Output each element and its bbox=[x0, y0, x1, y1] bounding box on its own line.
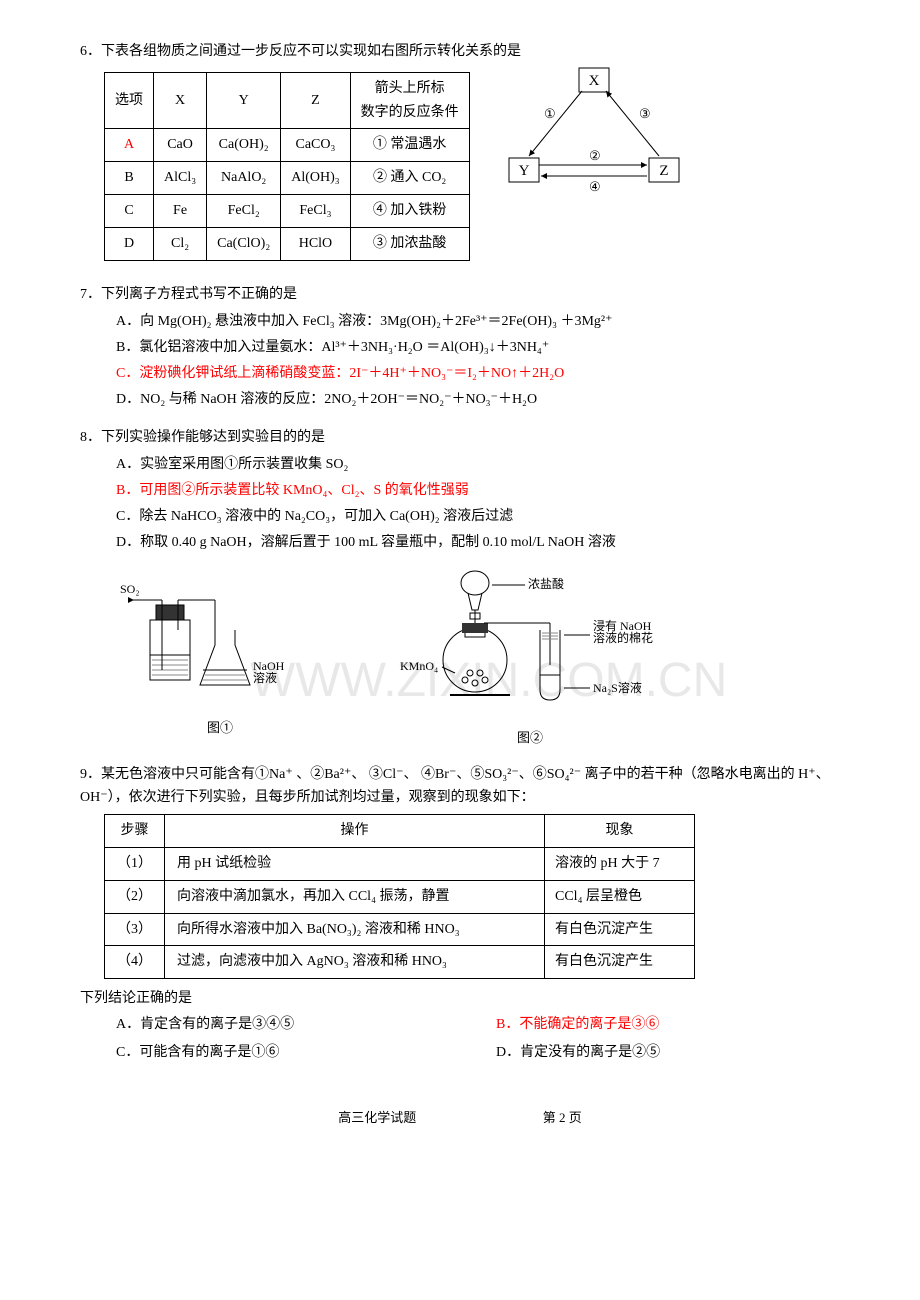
q9-conclusion: 下列结论正确的是 bbox=[80, 987, 840, 1011]
q9-h0: 步骤 bbox=[105, 815, 165, 848]
q9-step: （1） bbox=[105, 848, 165, 881]
label-cotton2: 溶液的棉花 bbox=[593, 630, 653, 645]
q9-op: 向所得水溶液中加入 Ba(NO₃)₂ 溶液和稀 HNO₃ bbox=[165, 913, 545, 946]
q6-stem: 6．下表各组物质之间通过一步反应不可以实现如右图所示转化关系的是 bbox=[80, 40, 840, 64]
q9-h1: 操作 bbox=[165, 815, 545, 848]
q7-opt-A: A．向 Mg(OH)₂ 悬浊液中加入 FeCl₃ 溶液：3Mg(OH)₂＋2Fe… bbox=[80, 310, 840, 334]
q9-res: CCl₄ 层呈橙色 bbox=[545, 880, 695, 913]
q6-y: NaAlO₂ bbox=[207, 162, 281, 195]
table-row: （1） 用 pH 试纸检验 溶液的 pH 大于 7 bbox=[105, 848, 695, 881]
q6-cond: ④ 加入铁粉 bbox=[350, 194, 469, 227]
q6-z: FeCl₃ bbox=[281, 194, 350, 227]
q6-x: Fe bbox=[154, 194, 207, 227]
q6-opt-C: C bbox=[105, 194, 154, 227]
q9-res: 有白色沉淀产生 bbox=[545, 946, 695, 979]
footer-left: 高三化学试题 bbox=[338, 1107, 416, 1129]
q6-x: AlCl₃ bbox=[154, 162, 207, 195]
question-6: 6．下表各组物质之间通过一步反应不可以实现如右图所示转化关系的是 选项 X Y … bbox=[80, 40, 840, 269]
table-row: （4） 过滤，向滤液中加入 AgNO₃ 溶液和稀 HNO₃ 有白色沉淀产生 bbox=[105, 946, 695, 979]
node-y: Y bbox=[518, 163, 529, 179]
q6-z: CaCO₃ bbox=[281, 129, 350, 162]
q9-table: 步骤 操作 现象 （1） 用 pH 试纸检验 溶液的 pH 大于 7 （2） 向… bbox=[104, 814, 695, 979]
q9-h2: 现象 bbox=[545, 815, 695, 848]
q6-opt-B: B bbox=[105, 162, 154, 195]
q6-cond: ③ 加浓盐酸 bbox=[350, 227, 469, 260]
q8-opt-A: A．实验室采用图①所示装置收集 SO₂ bbox=[80, 453, 840, 477]
table-row: D Cl₂ Ca(ClO)₂ HClO ③ 加浓盐酸 bbox=[105, 227, 470, 260]
q9-step: （3） bbox=[105, 913, 165, 946]
edge-1: ① bbox=[544, 106, 556, 121]
q9-step: （2） bbox=[105, 880, 165, 913]
q9-options: A．肯定含有的离子是③④⑤ B．不能确定的离子是③⑥ C．可能含有的离子是①⑥ … bbox=[80, 1011, 840, 1067]
page-footer: 高三化学试题 第 2 页 bbox=[80, 1107, 840, 1129]
q7-opt-D: D．NO₂ 与稀 NaOH 溶液的反应：2NO₂＋2OH⁻＝NO₂⁻＋NO₃⁻＋… bbox=[80, 388, 840, 412]
label-so2: SO₂ bbox=[120, 582, 140, 596]
fig1-caption: 图① bbox=[120, 717, 320, 739]
edge-4: ④ bbox=[589, 179, 601, 194]
q6-body: 选项 X Y Z 箭头上所标 数字的反应条件 A CaO Ca(OH)₂ CaC… bbox=[80, 68, 840, 269]
q8-opt-C: C．除去 NaHCO₃ 溶液中的 Na₂CO₃，可加入 Ca(OH)₂ 溶液后过… bbox=[80, 505, 840, 529]
figure-2: 浓盐酸 KMnO₄ 浸有 NaOH 溶液的棉花 bbox=[380, 565, 680, 749]
q6-h1: X bbox=[154, 72, 207, 129]
q8-opt-B: B．可用图②所示装置比较 KMnO₄、Cl₂、S 的氧化性强弱 bbox=[80, 479, 840, 503]
q7-stem: 7．下列离子方程式书写不正确的是 bbox=[80, 283, 840, 307]
q6-y: Ca(OH)₂ bbox=[207, 129, 281, 162]
q9-opt-D: D．肯定没有的离子是②⑤ bbox=[460, 1041, 840, 1065]
q6-h4: 箭头上所标 数字的反应条件 bbox=[350, 72, 469, 129]
q7-opt-C: C．淀粉碘化钾试纸上滴稀硝酸变蓝：2I⁻＋4H⁺＋NO₃⁻＝I₂＋NO↑＋2H₂… bbox=[80, 362, 840, 386]
q9-op: 过滤，向滤液中加入 AgNO₃ 溶液和稀 HNO₃ bbox=[165, 946, 545, 979]
q6-opt-A: A bbox=[105, 129, 154, 162]
q9-opt-B: B．不能确定的离子是③⑥ bbox=[460, 1013, 840, 1037]
label-kmno4: KMnO₄ bbox=[400, 659, 438, 673]
q6-x: Cl₂ bbox=[154, 227, 207, 260]
question-7: 7．下列离子方程式书写不正确的是 A．向 Mg(OH)₂ 悬浊液中加入 FeCl… bbox=[80, 283, 840, 412]
label-nas: Na₂S溶液 bbox=[593, 680, 642, 695]
q6-diagram: X Y Z ① ② ③ ④ bbox=[494, 58, 694, 208]
label-hcl: 浓盐酸 bbox=[528, 576, 564, 591]
q6-y: FeCl₂ bbox=[207, 194, 281, 227]
q6-cond: ① 常温遇水 bbox=[350, 129, 469, 162]
q7-opt-B: B．氯化铝溶液中加入过量氨水：Al³⁺＋3NH₃·H₂O ＝Al(OH)₃↓＋3… bbox=[80, 336, 840, 360]
q6-opt-D: D bbox=[105, 227, 154, 260]
q8-stem: 8．下列实验操作能够达到实验目的的是 bbox=[80, 426, 840, 450]
q9-opt-A: A．肯定含有的离子是③④⑤ bbox=[80, 1013, 460, 1037]
question-8: 8．下列实验操作能够达到实验目的的是 A．实验室采用图①所示装置收集 SO₂ B… bbox=[80, 426, 840, 749]
table-row: C Fe FeCl₂ FeCl₃ ④ 加入铁粉 bbox=[105, 194, 470, 227]
q9-stem: 9．某无色溶液中只可能含有①Na⁺ 、②Ba²⁺、 ③Cl⁻、 ④Br⁻、⑤SO… bbox=[80, 763, 840, 811]
fig2-caption: 图② bbox=[380, 727, 680, 749]
table-row: （3） 向所得水溶液中加入 Ba(NO₃)₂ 溶液和稀 HNO₃ 有白色沉淀产生 bbox=[105, 913, 695, 946]
q6-h0: 选项 bbox=[105, 72, 154, 129]
q6-y: Ca(ClO)₂ bbox=[207, 227, 281, 260]
q6-z: Al(OH)₃ bbox=[281, 162, 350, 195]
q9-opt-C: C．可能含有的离子是①⑥ bbox=[80, 1041, 460, 1065]
table-row: （2） 向溶液中滴加氯水，再加入 CCl₄ 振荡，静置 CCl₄ 层呈橙色 bbox=[105, 880, 695, 913]
q6-table: 选项 X Y Z 箭头上所标 数字的反应条件 A CaO Ca(OH)₂ CaC… bbox=[104, 72, 470, 261]
label-naoh2: 溶液 bbox=[253, 670, 277, 685]
table-row: A CaO Ca(OH)₂ CaCO₃ ① 常温遇水 bbox=[105, 129, 470, 162]
q9-res: 有白色沉淀产生 bbox=[545, 913, 695, 946]
edge-2: ② bbox=[589, 148, 601, 163]
q9-header-row: 步骤 操作 现象 bbox=[105, 815, 695, 848]
q8-opt-D: D．称取 0.40 g NaOH，溶解后置于 100 mL 容量瓶中，配制 0.… bbox=[80, 531, 840, 555]
table-row: B AlCl₃ NaAlO₂ Al(OH)₃ ② 通入 CO₂ bbox=[105, 162, 470, 195]
q6-cond: ② 通入 CO₂ bbox=[350, 162, 469, 195]
q6-header-row: 选项 X Y Z 箭头上所标 数字的反应条件 bbox=[105, 72, 470, 129]
q9-res: 溶液的 pH 大于 7 bbox=[545, 848, 695, 881]
q9-op: 向溶液中滴加氯水，再加入 CCl₄ 振荡，静置 bbox=[165, 880, 545, 913]
q9-step: （4） bbox=[105, 946, 165, 979]
q9-op: 用 pH 试纸检验 bbox=[165, 848, 545, 881]
q6-h3: Z bbox=[281, 72, 350, 129]
q6-x: CaO bbox=[154, 129, 207, 162]
node-z: Z bbox=[659, 163, 668, 179]
q6-z: HClO bbox=[281, 227, 350, 260]
footer-right: 第 2 页 bbox=[543, 1107, 582, 1129]
node-x: X bbox=[588, 73, 599, 89]
question-9: 9．某无色溶液中只可能含有①Na⁺ 、②Ba²⁺、 ③Cl⁻、 ④Br⁻、⑤SO… bbox=[80, 763, 840, 1067]
q8-figures: SO₂ NaOH 溶液 图① 浓盐酸 bbox=[120, 565, 840, 749]
edge-3: ③ bbox=[639, 106, 651, 121]
figure-1: SO₂ NaOH 溶液 图① bbox=[120, 565, 320, 749]
q6-h2: Y bbox=[207, 72, 281, 129]
